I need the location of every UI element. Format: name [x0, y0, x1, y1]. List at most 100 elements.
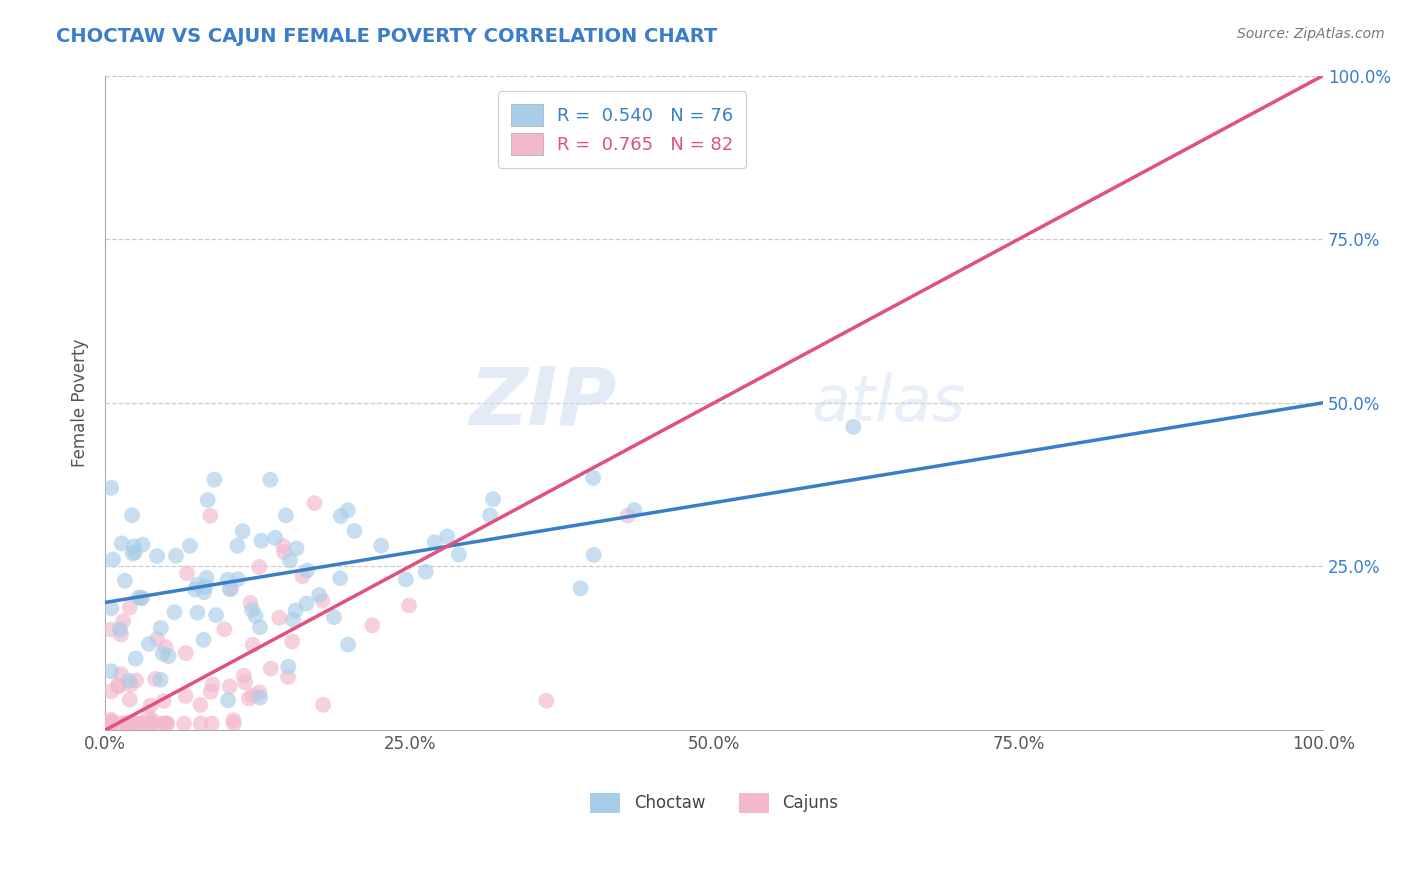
Point — [121, 546, 143, 560]
Point — [201, 678, 224, 692]
Point — [131, 591, 153, 606]
Point — [107, 678, 129, 692]
Point — [194, 580, 217, 594]
Y-axis label: Female Poverty: Female Poverty — [72, 339, 89, 467]
Point — [163, 605, 186, 619]
Point — [308, 588, 330, 602]
Point — [111, 536, 134, 550]
Point — [281, 634, 304, 648]
Point — [197, 493, 219, 508]
Point — [118, 716, 141, 731]
Point — [842, 420, 865, 434]
Point — [247, 560, 270, 574]
Point — [250, 533, 273, 548]
Point — [249, 690, 271, 705]
Point — [582, 471, 605, 485]
Point — [322, 610, 344, 624]
Point — [195, 571, 218, 585]
Point — [218, 582, 240, 597]
Point — [149, 716, 172, 731]
Point — [100, 623, 122, 637]
Point — [617, 508, 640, 523]
Point — [157, 649, 180, 664]
Point — [218, 680, 240, 694]
Point — [121, 508, 143, 523]
Point — [114, 574, 136, 588]
Point — [143, 672, 166, 686]
Point — [238, 691, 260, 706]
Point — [370, 539, 392, 553]
Point — [190, 716, 212, 731]
Point — [149, 673, 172, 687]
Point — [283, 613, 305, 627]
Point — [101, 716, 124, 731]
Point — [122, 540, 145, 554]
Point — [174, 646, 197, 660]
Point — [226, 572, 249, 586]
Text: Source: ZipAtlas.com: Source: ZipAtlas.com — [1237, 27, 1385, 41]
Text: CHOCTAW VS CAJUN FEMALE POVERTY CORRELATION CHART: CHOCTAW VS CAJUN FEMALE POVERTY CORRELAT… — [56, 27, 717, 45]
Point — [124, 716, 146, 731]
Text: ZIP: ZIP — [470, 364, 617, 442]
Point — [222, 716, 245, 731]
Point — [190, 698, 212, 712]
Point — [155, 640, 177, 655]
Point — [139, 698, 162, 713]
Point — [193, 632, 215, 647]
Point — [125, 673, 148, 688]
Point — [482, 492, 505, 507]
Point — [110, 716, 132, 731]
Point — [108, 623, 131, 637]
Point — [200, 685, 222, 699]
Point — [120, 716, 142, 731]
Point — [260, 662, 283, 676]
Point — [259, 473, 281, 487]
Point — [217, 573, 239, 587]
Point — [173, 716, 195, 731]
Point — [153, 716, 176, 731]
Point — [131, 591, 153, 605]
Point — [232, 524, 254, 539]
Point — [124, 545, 146, 559]
Point — [219, 582, 242, 596]
Point — [240, 603, 263, 617]
Point — [205, 608, 228, 623]
Point — [337, 638, 360, 652]
Point — [120, 678, 142, 692]
Point — [138, 716, 160, 731]
Point — [100, 716, 122, 731]
Point — [336, 503, 359, 517]
Point — [129, 716, 152, 731]
Point — [176, 566, 198, 581]
Point — [152, 647, 174, 661]
Point — [202, 473, 225, 487]
Point — [107, 680, 129, 694]
Point — [329, 571, 352, 585]
Point — [122, 716, 145, 731]
Point — [152, 694, 174, 708]
Point — [118, 692, 141, 706]
Point — [118, 600, 141, 615]
Point — [110, 627, 132, 641]
Point — [138, 637, 160, 651]
Point — [343, 524, 366, 538]
Point — [112, 614, 135, 628]
Point — [115, 716, 138, 731]
Point — [174, 689, 197, 703]
Legend: Choctaw, Cajuns: Choctaw, Cajuns — [582, 784, 846, 822]
Point — [100, 664, 122, 678]
Point — [569, 582, 592, 596]
Point — [110, 667, 132, 681]
Point — [217, 693, 239, 707]
Point — [100, 716, 122, 731]
Point — [184, 582, 207, 597]
Point — [200, 508, 222, 523]
Point — [101, 552, 124, 566]
Point — [311, 593, 333, 607]
Point — [156, 716, 179, 731]
Point — [312, 698, 335, 712]
Point — [423, 535, 446, 549]
Point — [447, 548, 470, 562]
Point — [623, 503, 645, 517]
Point — [100, 684, 122, 698]
